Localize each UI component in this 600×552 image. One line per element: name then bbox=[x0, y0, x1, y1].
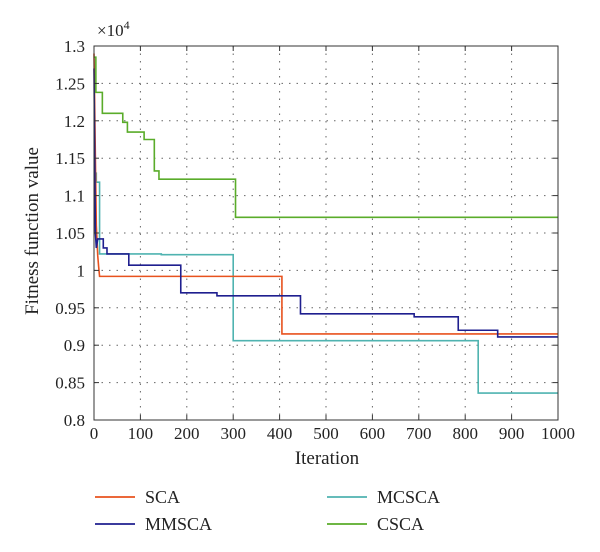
plot-frame bbox=[93, 45, 559, 421]
legend-item-csca: CSCA bbox=[327, 514, 424, 534]
legend-label: MMSCA bbox=[145, 514, 212, 534]
x-tick-label: 500 bbox=[313, 424, 339, 443]
legend-label: SCA bbox=[145, 487, 180, 507]
grid-lines bbox=[94, 46, 558, 420]
x-tick-label: 700 bbox=[406, 424, 432, 443]
series-line-sca bbox=[93, 53, 558, 335]
y-multiplier: ×104 bbox=[97, 18, 130, 40]
legend-item-sca: SCA bbox=[95, 487, 180, 507]
y-multiplier-base: ×10 bbox=[97, 21, 124, 40]
series-line-csca bbox=[94, 56, 558, 219]
x-tick-label: 100 bbox=[128, 424, 154, 443]
x-tick-label: 200 bbox=[174, 424, 200, 443]
y-tick-label: 0.95 bbox=[55, 299, 85, 318]
y-tick-label: 1.15 bbox=[55, 149, 85, 168]
x-tick-label: 0 bbox=[90, 424, 99, 443]
x-axis-label: Iteration bbox=[295, 448, 360, 469]
legend-label: MCSCA bbox=[377, 487, 440, 507]
series-line-mmsca bbox=[93, 68, 558, 338]
x-tick-label: 600 bbox=[360, 424, 386, 443]
x-tick-label: 800 bbox=[452, 424, 478, 443]
x-tick-label: 300 bbox=[220, 424, 246, 443]
x-tick-label: 400 bbox=[267, 424, 293, 443]
y-tick-label: 1.25 bbox=[55, 74, 85, 93]
series-line-mcsca bbox=[94, 172, 558, 394]
y-tick-label: 0.9 bbox=[64, 336, 85, 355]
x-tick-labels: 0 100 200 300 400 500 600 700 800 900 1000 bbox=[90, 424, 575, 443]
legend-label: CSCA bbox=[377, 514, 424, 534]
y-multiplier-exponent: 4 bbox=[124, 18, 130, 32]
legend-item-mcsca: MCSCA bbox=[327, 487, 440, 507]
legend-item-mmsca: MMSCA bbox=[95, 514, 212, 534]
x-tick-label: 900 bbox=[499, 424, 525, 443]
y-tick-label: 0.8 bbox=[64, 411, 85, 430]
y-tick-label: 1.3 bbox=[64, 37, 85, 56]
y-tick-label: 1.2 bbox=[64, 112, 85, 131]
legend: SCA MMSCA MCSCA CSCA bbox=[95, 487, 440, 534]
y-tick-label: 1.05 bbox=[55, 224, 85, 243]
y-tick-labels: 0.8 0.85 0.9 0.95 1 1.05 1.1 1.15 1.2 1.25 1.3 bbox=[55, 37, 85, 430]
y-tick-label: 1 bbox=[77, 261, 86, 280]
x-tick-label: 1000 bbox=[541, 424, 575, 443]
axis-ticks bbox=[93, 45, 559, 421]
y-tick-label: 0.85 bbox=[55, 374, 85, 393]
series-lines bbox=[93, 53, 558, 394]
y-axis-label: Fitness function value bbox=[22, 147, 43, 315]
y-tick-label: 1.1 bbox=[64, 187, 85, 206]
